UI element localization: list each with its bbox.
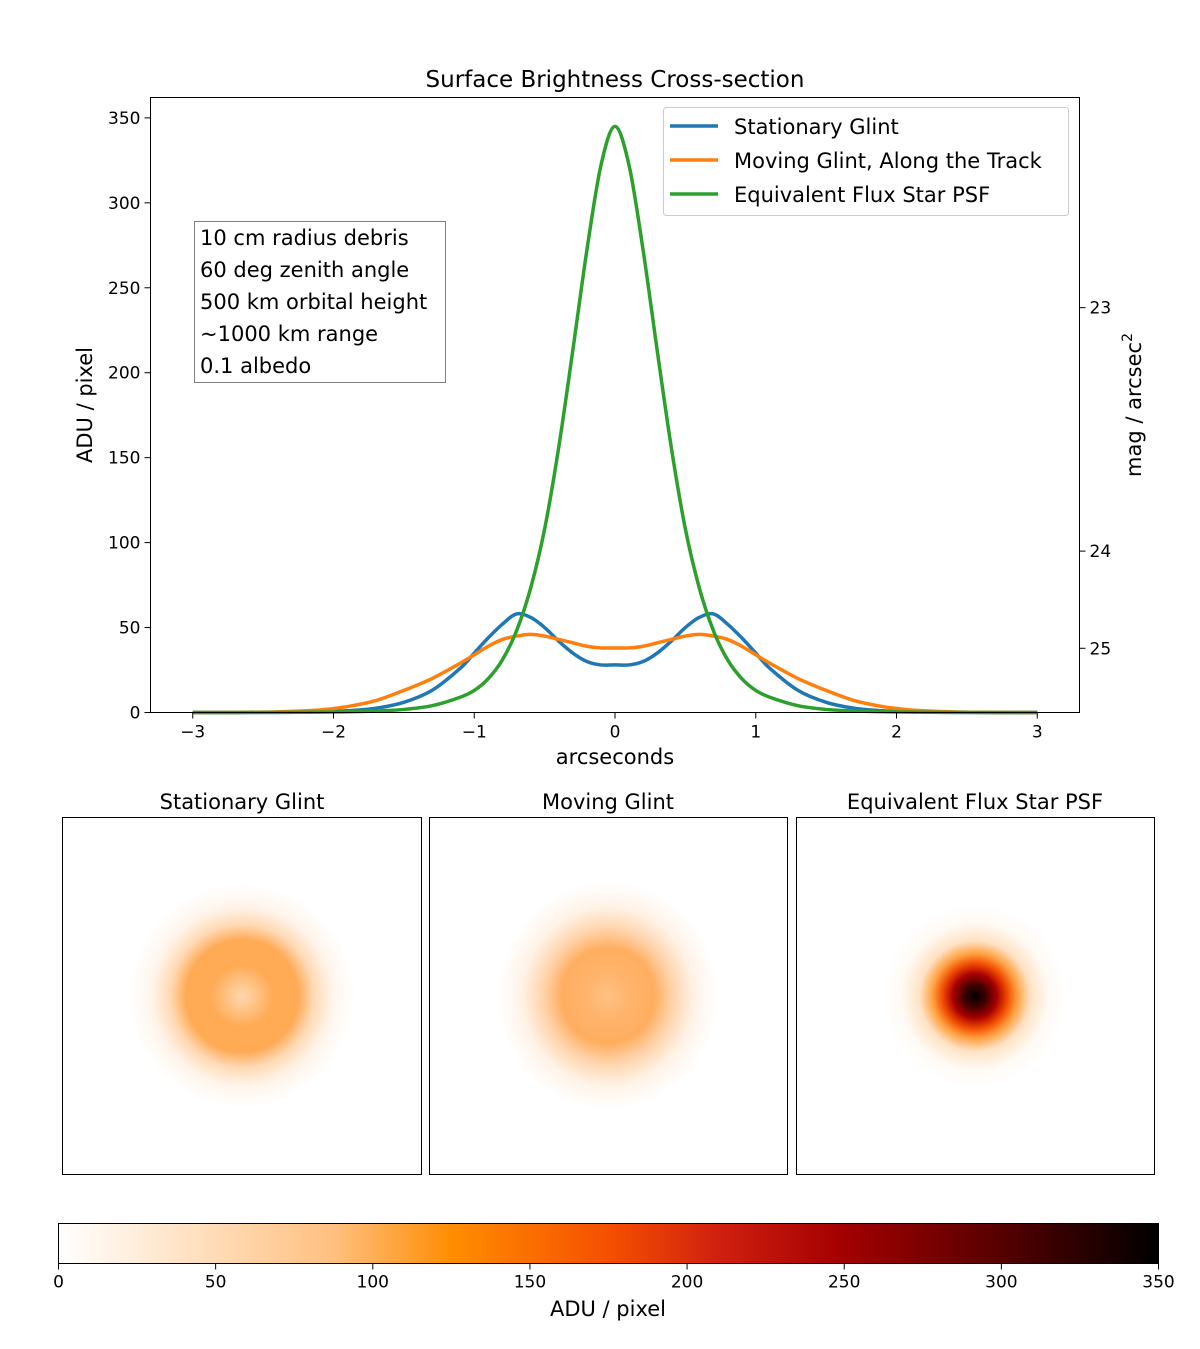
right-axis-label-text: mag / arcsec xyxy=(1122,342,1146,477)
x-tick-label: −3 xyxy=(180,723,205,743)
annotation-line-zenith: 60 deg zenith angle xyxy=(200,258,409,282)
panel-frame-moving xyxy=(429,817,788,1175)
colorbar-tick-label: 150 xyxy=(514,1273,546,1293)
legend: Stationary Glint Moving Glint, Along the… xyxy=(663,107,1069,216)
colorbar: 0 50 100 150 200 250 300 350 ADU / pixel xyxy=(53,1223,1175,1321)
x-tick-label: 1 xyxy=(750,723,761,743)
legend-label-moving: Moving Glint, Along the Track xyxy=(734,149,1043,173)
right-axis-label-superscript: 2 xyxy=(1120,333,1136,342)
x-tick-label: −2 xyxy=(321,723,346,743)
colorbar-label: ADU / pixel xyxy=(550,1297,666,1321)
series-line-stationary-glint xyxy=(192,611,1038,715)
right-tick-label: 25 xyxy=(1090,639,1112,659)
y-tick-label: 100 xyxy=(108,534,140,554)
panel-stationary-glint: Stationary Glint xyxy=(62,790,422,1175)
right-axis-label: mag / arcsec2 xyxy=(1120,333,1146,477)
y-tick-label: 50 xyxy=(119,619,141,639)
annotation-frame xyxy=(194,221,446,383)
colorbar-tick-label: 0 xyxy=(53,1273,64,1293)
colorbar-ticks: 0 50 100 150 200 250 300 350 xyxy=(53,1263,1175,1293)
y-tick-label: 200 xyxy=(108,364,140,384)
right-tick-label: 23 xyxy=(1090,299,1112,319)
x-tick-label: 2 xyxy=(891,723,902,743)
annotation-line-albedo: 0.1 albedo xyxy=(200,354,311,378)
series-line-star-psf xyxy=(192,124,1038,715)
glint-image-moving xyxy=(498,882,718,1110)
annotation-line-height: 500 km orbital height xyxy=(200,290,427,314)
panel-frame-star xyxy=(796,817,1155,1175)
image-panels: Stationary Glint Moving Glint Equivalent… xyxy=(62,790,1155,1175)
y-tick-label: 250 xyxy=(108,279,140,299)
x-tick-label: −1 xyxy=(462,723,487,743)
y-tick-label: 150 xyxy=(108,449,140,469)
legend-label-star: Equivalent Flux Star PSF xyxy=(734,183,990,207)
series-line-moving-glint xyxy=(192,632,1038,715)
annotation-box: 10 cm radius debris 60 deg zenith angle … xyxy=(194,221,446,383)
colorbar-tick-label: 200 xyxy=(671,1273,703,1293)
series-layer xyxy=(192,124,1038,715)
x-axis-label: arcseconds xyxy=(556,745,674,769)
colorbar-tick-label: 350 xyxy=(1142,1273,1174,1293)
x-tick-label: 0 xyxy=(610,723,621,743)
colorbar-tick-label: 250 xyxy=(828,1273,860,1293)
right-ticks: 23 24 25 xyxy=(1079,299,1112,659)
y-tick-label: 350 xyxy=(108,109,140,129)
psf-image-star xyxy=(883,904,1067,1088)
glint-image-stationary xyxy=(130,884,354,1108)
panel-title-moving: Moving Glint xyxy=(542,790,674,814)
annotation-line-radius: 10 cm radius debris xyxy=(200,226,409,250)
panel-moving-glint: Moving Glint xyxy=(429,790,788,1175)
colorbar-tick-label: 100 xyxy=(357,1273,389,1293)
panel-title-stationary: Stationary Glint xyxy=(160,790,325,814)
legend-frame xyxy=(663,107,1069,216)
legend-label-stationary: Stationary Glint xyxy=(734,115,899,139)
colorbar-tick-label: 50 xyxy=(205,1273,227,1293)
panel-frame-stationary xyxy=(62,817,422,1175)
panel-title-star: Equivalent Flux Star PSF xyxy=(847,790,1103,814)
x-ticks: −3 −2 −1 0 1 2 3 xyxy=(180,712,1043,743)
y-axis-label: ADU / pixel xyxy=(73,347,97,463)
y-tick-label: 300 xyxy=(108,194,140,214)
annotation-line-range: ~1000 km range xyxy=(200,322,378,346)
y-tick-label: 0 xyxy=(130,704,141,724)
colorbar-gradient-bar xyxy=(58,1223,1159,1264)
panel-star-psf: Equivalent Flux Star PSF xyxy=(796,790,1155,1175)
cross-section-chart: Surface Brightness Cross-section −3 −2 −1 0… xyxy=(73,67,1146,769)
x-tick-label: 3 xyxy=(1032,723,1043,743)
colorbar-tick-label: 300 xyxy=(985,1273,1017,1293)
chart-title: Surface Brightness Cross-section xyxy=(426,67,805,93)
y-ticks: 0 50 100 150 200 250 300 350 xyxy=(108,109,151,724)
right-tick-label: 24 xyxy=(1090,542,1112,562)
